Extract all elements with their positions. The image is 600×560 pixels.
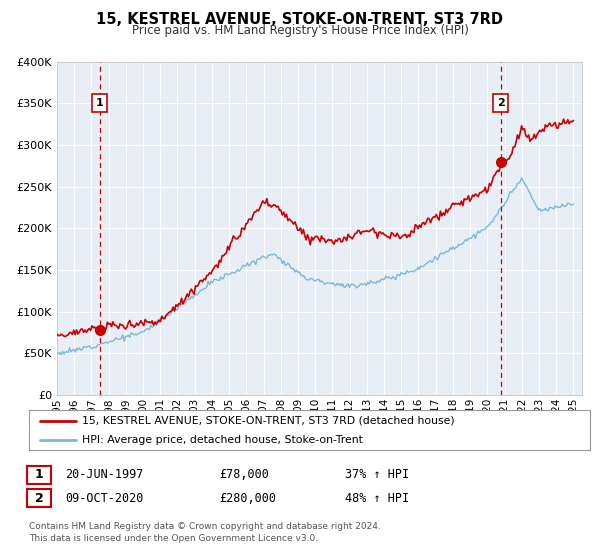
Text: 15, KESTREL AVENUE, STOKE-ON-TRENT, ST3 7RD (detached house): 15, KESTREL AVENUE, STOKE-ON-TRENT, ST3 …	[82, 416, 455, 426]
Text: 15, KESTREL AVENUE, STOKE-ON-TRENT, ST3 7RD: 15, KESTREL AVENUE, STOKE-ON-TRENT, ST3 …	[97, 12, 503, 27]
Text: 1: 1	[35, 468, 43, 482]
Text: £78,000: £78,000	[219, 468, 269, 482]
Text: HPI: Average price, detached house, Stoke-on-Trent: HPI: Average price, detached house, Stok…	[82, 435, 363, 445]
Text: 2: 2	[35, 492, 43, 505]
Text: Contains HM Land Registry data © Crown copyright and database right 2024.: Contains HM Land Registry data © Crown c…	[29, 522, 380, 531]
Text: 20-JUN-1997: 20-JUN-1997	[65, 468, 143, 482]
Text: 37% ↑ HPI: 37% ↑ HPI	[345, 468, 409, 482]
Text: This data is licensed under the Open Government Licence v3.0.: This data is licensed under the Open Gov…	[29, 534, 318, 543]
Text: £280,000: £280,000	[219, 492, 276, 505]
Text: 48% ↑ HPI: 48% ↑ HPI	[345, 492, 409, 505]
Text: 2: 2	[497, 98, 505, 108]
Text: 09-OCT-2020: 09-OCT-2020	[65, 492, 143, 505]
Text: Price paid vs. HM Land Registry's House Price Index (HPI): Price paid vs. HM Land Registry's House …	[131, 24, 469, 36]
Text: 1: 1	[95, 98, 103, 108]
